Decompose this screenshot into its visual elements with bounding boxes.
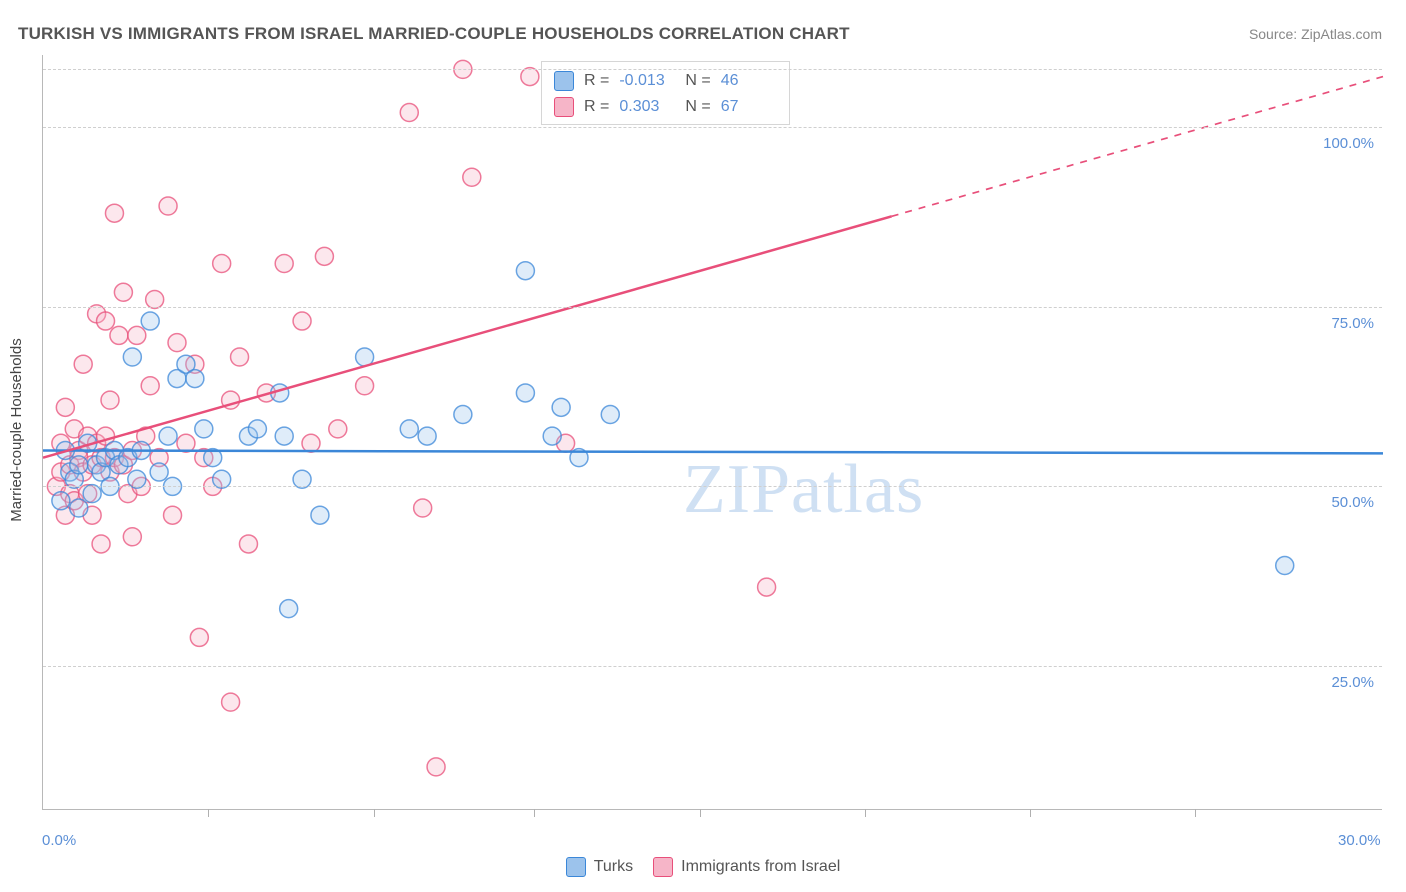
scatter-point (92, 535, 110, 553)
scatter-point (123, 348, 141, 366)
legend-swatch (653, 857, 673, 877)
n-value: 46 (721, 68, 777, 94)
y-tick-label: 75.0% (1331, 315, 1374, 332)
r-value: -0.013 (619, 68, 675, 94)
n-value: 67 (721, 94, 777, 120)
scatter-point (400, 104, 418, 122)
trend-line (43, 450, 1383, 453)
x-tick (1030, 809, 1031, 817)
scatter-point (601, 406, 619, 424)
chart-plot-area: ZIPatlas R =-0.013N =46R =0.303N =67 25.… (42, 55, 1382, 810)
scatter-point (97, 312, 115, 330)
y-tick-label: 100.0% (1323, 135, 1374, 152)
scatter-point (110, 326, 128, 344)
scatter-point (56, 398, 74, 416)
scatter-point (275, 427, 293, 445)
scatter-point (302, 434, 320, 452)
legend-series-label: Turks (594, 858, 633, 876)
scatter-point (552, 398, 570, 416)
gridline-h (43, 486, 1382, 487)
scatter-point (164, 506, 182, 524)
scatter-point (463, 168, 481, 186)
legend-swatch (554, 71, 574, 91)
scatter-point (159, 197, 177, 215)
x-tick (208, 809, 209, 817)
r-label: R = (584, 94, 609, 120)
legend-series-item: Turks (566, 857, 633, 877)
scatter-point (311, 506, 329, 524)
legend-swatch (566, 857, 586, 877)
scatter-point (150, 463, 168, 481)
x-tick-label: 0.0% (42, 832, 76, 849)
scatter-point (105, 204, 123, 222)
scatter-point (414, 499, 432, 517)
scatter-point (454, 406, 472, 424)
scatter-point (190, 628, 208, 646)
scatter-point (329, 420, 347, 438)
scatter-point (70, 499, 88, 517)
scatter-point (427, 758, 445, 776)
x-tick (865, 809, 866, 817)
source-attribution: Source: ZipAtlas.com (1249, 26, 1382, 42)
scatter-point (222, 693, 240, 711)
chart-title: TURKISH VS IMMIGRANTS FROM ISRAEL MARRIE… (18, 24, 850, 44)
y-tick-label: 25.0% (1331, 674, 1374, 691)
scatter-point (195, 420, 213, 438)
scatter-point (141, 312, 159, 330)
scatter-point (128, 326, 146, 344)
x-tick (1195, 809, 1196, 817)
scatter-point (239, 535, 257, 553)
scatter-point (123, 528, 141, 546)
x-tick-label: 30.0% (1338, 832, 1381, 849)
n-label: N = (685, 94, 710, 120)
scatter-point (114, 283, 132, 301)
scatter-point (758, 578, 776, 596)
legend-series: Turks Immigrants from Israel (0, 857, 1406, 882)
x-tick (534, 809, 535, 817)
scatter-point (280, 600, 298, 618)
scatter-point (400, 420, 418, 438)
gridline-h (43, 307, 1382, 308)
scatter-point (101, 391, 119, 409)
scatter-point (293, 312, 311, 330)
scatter-point (315, 247, 333, 265)
gridline-h (43, 666, 1382, 667)
legend-series-label: Immigrants from Israel (681, 858, 840, 876)
gridline-h (43, 69, 1382, 70)
x-tick (374, 809, 375, 817)
legend-correlation-row: R = 0.303 N = 67 (554, 94, 777, 120)
r-label: R = (584, 68, 609, 94)
y-axis-label: Married-couple Households (8, 338, 25, 521)
scatter-point (516, 262, 534, 280)
scatter-point (70, 456, 88, 474)
scatter-point (74, 355, 92, 373)
scatter-point (159, 427, 177, 445)
scatter-point (248, 420, 266, 438)
scatter-point (543, 427, 561, 445)
scatter-point (141, 377, 159, 395)
scatter-point (516, 384, 534, 402)
legend-correlation: R = -0.013 N = 46 R = 0.303 N = 67 (541, 61, 790, 125)
n-label: N = (685, 68, 710, 94)
scatter-point (168, 334, 186, 352)
gridline-h (43, 127, 1382, 128)
scatter-point (186, 370, 204, 388)
r-value: 0.303 (619, 94, 675, 120)
scatter-point (231, 348, 249, 366)
x-tick (700, 809, 701, 817)
chart-svg (43, 55, 1382, 809)
legend-series-item: Immigrants from Israel (653, 857, 840, 877)
scatter-point (213, 255, 231, 273)
scatter-point (275, 255, 293, 273)
scatter-point (356, 377, 374, 395)
legend-correlation-row: R = -0.013 N = 46 (554, 68, 777, 94)
scatter-point (52, 492, 70, 510)
scatter-point (418, 427, 436, 445)
trend-line-extrapolated (892, 77, 1383, 217)
scatter-point (1276, 557, 1294, 575)
legend-swatch (554, 97, 574, 117)
y-tick-label: 50.0% (1331, 494, 1374, 511)
